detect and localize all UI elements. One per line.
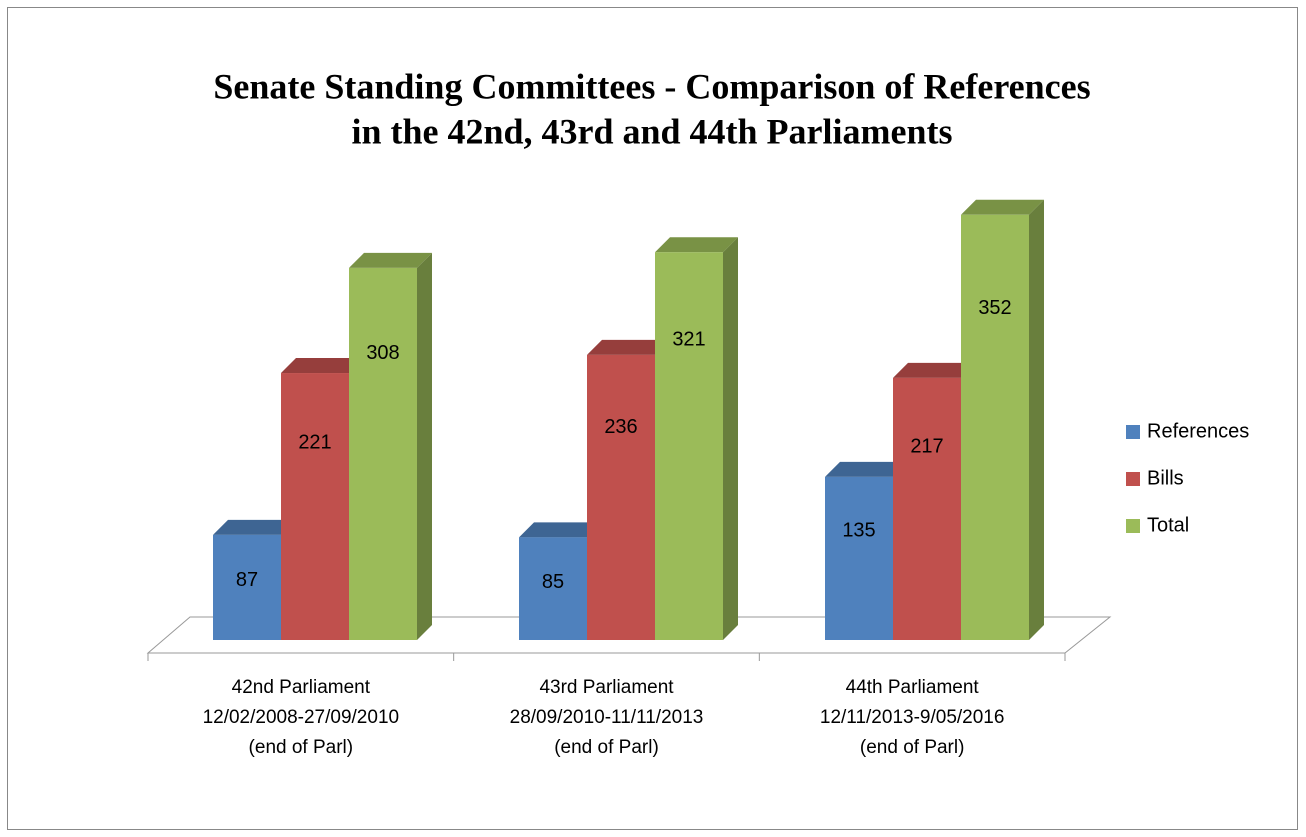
x-tick-label: (end of Parl) (249, 737, 354, 758)
data-label: 221 (298, 431, 331, 453)
bar (655, 252, 723, 640)
legend-swatch (1126, 519, 1140, 533)
x-tick-label: 28/09/2010-11/11/2013 (510, 707, 704, 728)
bar-side (417, 252, 432, 640)
legend-label: References (1147, 420, 1249, 442)
legend-label: Bills (1147, 467, 1184, 489)
legend-swatch (1126, 425, 1140, 439)
legend-swatch (1126, 472, 1140, 486)
bar-top (961, 199, 1044, 215)
legend-label: Total (1147, 514, 1189, 536)
bar-top (213, 519, 296, 535)
bar-top (281, 358, 364, 374)
data-label: 135 (842, 520, 875, 542)
x-tick-label: 43rd Parliament (539, 677, 674, 698)
bar (281, 373, 349, 640)
chart-title: in the 42nd, 43rd and 44th Parliaments (351, 111, 952, 151)
bar (519, 537, 587, 640)
bar-top (587, 339, 670, 355)
x-tick-label: 44th Parliament (846, 677, 980, 698)
data-label: 236 (604, 416, 637, 438)
x-tick-label: (end of Parl) (860, 737, 965, 758)
bar (825, 476, 893, 640)
x-tick-label: (end of Parl) (554, 737, 659, 758)
bar (213, 534, 281, 640)
x-tick-label: 42nd Parliament (232, 677, 371, 698)
bar-top (655, 237, 738, 253)
bar (587, 354, 655, 640)
data-label: 85 (542, 571, 564, 593)
data-label: 321 (672, 329, 705, 351)
bar-side (1029, 199, 1044, 640)
data-label: 352 (978, 297, 1011, 319)
data-label: 308 (366, 342, 399, 364)
data-label: 217 (910, 435, 943, 457)
x-tick-label: 12/11/2013-9/05/2016 (820, 707, 1005, 728)
bar-top (893, 362, 976, 378)
data-label: 87 (236, 569, 258, 591)
x-tick-label: 12/02/2008-27/09/2010 (203, 707, 400, 728)
bar-top (825, 461, 908, 477)
chart-title: Senate Standing Committees - Comparison … (213, 66, 1090, 106)
bar-top (349, 252, 432, 268)
bar (961, 214, 1029, 640)
bar (893, 377, 961, 640)
bar-top (519, 522, 602, 538)
bar-side (723, 237, 738, 640)
bar (349, 267, 417, 640)
